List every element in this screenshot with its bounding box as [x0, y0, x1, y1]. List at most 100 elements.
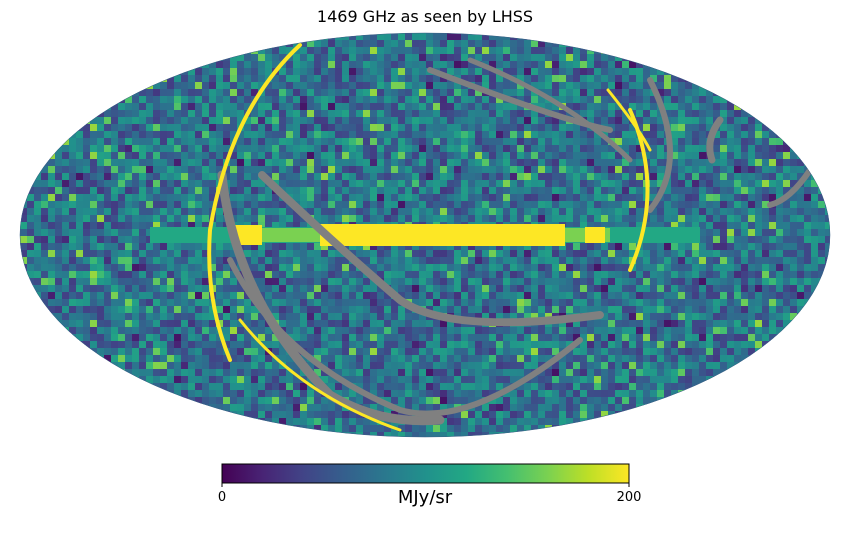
sky-pixel [314, 173, 322, 181]
sky-pixel [174, 166, 182, 174]
sky-pixel [762, 299, 770, 307]
sky-pixel [293, 362, 301, 370]
sky-pixel [279, 369, 287, 377]
sky-pixel [524, 334, 532, 342]
sky-pixel [678, 327, 686, 335]
sky-pixel [566, 68, 574, 76]
sky-pixel [41, 306, 49, 314]
sky-pixel [748, 180, 756, 188]
sky-pixel [510, 187, 518, 195]
sky-pixel [580, 264, 588, 272]
sky-pixel [664, 299, 672, 307]
sky-pixel [776, 215, 784, 223]
sky-pixel [762, 173, 770, 181]
sky-pixel [412, 47, 420, 55]
sky-pixel [48, 208, 56, 216]
sky-pixel [678, 243, 686, 251]
sky-pixel [370, 173, 378, 181]
sky-pixel [160, 313, 168, 321]
sky-pixel [503, 138, 511, 146]
sky-pixel [489, 341, 497, 349]
sky-pixel [608, 145, 616, 153]
sky-pixel [216, 89, 224, 97]
sky-pixel [755, 264, 763, 272]
sky-pixel [335, 173, 343, 181]
sky-pixel [503, 54, 511, 62]
sky-pixel [202, 306, 210, 314]
sky-pixel [517, 327, 525, 335]
sky-pixel [279, 264, 287, 272]
sky-pixel [559, 306, 567, 314]
sky-pixel [531, 250, 539, 258]
sky-pixel [482, 96, 490, 104]
sky-pixel [713, 166, 721, 174]
sky-pixel [265, 124, 273, 132]
sky-pixel [125, 152, 133, 160]
sky-pixel [300, 383, 308, 391]
sky-pixel [566, 285, 574, 293]
sky-pixel [97, 117, 105, 125]
sky-pixel [384, 166, 392, 174]
sky-pixel [510, 376, 518, 384]
sky-pixel [405, 110, 413, 118]
sky-pixel [433, 75, 441, 83]
sky-pixel [475, 103, 483, 111]
sky-pixel [426, 103, 434, 111]
sky-pixel [349, 355, 357, 363]
sky-pixel [363, 89, 371, 97]
sky-pixel [461, 173, 469, 181]
sky-pixel [244, 96, 252, 104]
sky-pixel [132, 236, 140, 244]
sky-pixel [692, 180, 700, 188]
sky-pixel [454, 138, 462, 146]
sky-pixel [419, 292, 427, 300]
sky-pixel [363, 152, 371, 160]
sky-pixel [608, 376, 616, 384]
sky-pixel [195, 292, 203, 300]
sky-pixel [258, 369, 266, 377]
sky-pixel [734, 334, 742, 342]
sky-pixel [188, 215, 196, 223]
sky-pixel [293, 89, 301, 97]
sky-pixel [419, 173, 427, 181]
sky-pixel [104, 159, 112, 167]
sky-pixel [391, 243, 399, 251]
sky-pixel [580, 327, 588, 335]
sky-pixel [391, 250, 399, 258]
sky-pixel [300, 334, 308, 342]
sky-pixel [678, 376, 686, 384]
sky-pixel [538, 124, 546, 132]
sky-pixel [391, 159, 399, 167]
sky-pixel [223, 334, 231, 342]
sky-pixel [538, 145, 546, 153]
sky-pixel [328, 257, 336, 265]
sky-pixel [132, 201, 140, 209]
sky-pixel [545, 334, 553, 342]
sky-pixel [314, 201, 322, 209]
sky-pixel [433, 61, 441, 69]
sky-pixel [349, 54, 357, 62]
sky-pixel [503, 313, 511, 321]
sky-pixel [482, 369, 490, 377]
sky-pixel [153, 145, 161, 153]
sky-pixel [349, 47, 357, 55]
sky-pixel [321, 348, 329, 356]
sky-pixel [601, 54, 609, 62]
sky-pixel [629, 376, 637, 384]
sky-pixel [405, 348, 413, 356]
sky-pixel [216, 362, 224, 370]
sky-pixel [349, 292, 357, 300]
sky-pixel [314, 61, 322, 69]
sky-pixel [391, 208, 399, 216]
sky-pixel [83, 250, 91, 258]
sky-pixel [55, 194, 63, 202]
sky-pixel [167, 89, 175, 97]
sky-pixel [111, 145, 119, 153]
sky-pixel [265, 103, 273, 111]
sky-pixel [433, 348, 441, 356]
sky-pixel [90, 222, 98, 230]
sky-pixel [90, 236, 98, 244]
sky-pixel [363, 82, 371, 90]
sky-pixel [804, 187, 812, 195]
sky-pixel [167, 96, 175, 104]
